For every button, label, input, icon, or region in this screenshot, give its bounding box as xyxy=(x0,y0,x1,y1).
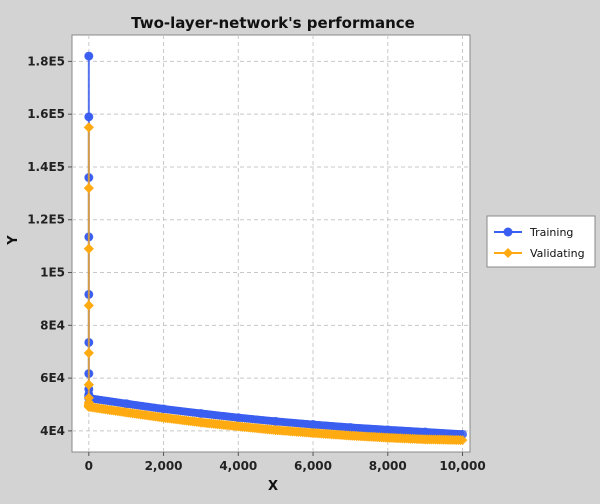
x-tick-label: 2,000 xyxy=(145,459,183,473)
data-point xyxy=(83,379,94,390)
y-tick-label: 1.8E5 xyxy=(27,54,65,68)
x-tick-label: 4,000 xyxy=(219,459,257,473)
data-point xyxy=(271,416,281,426)
data-point xyxy=(158,412,169,423)
data-point xyxy=(83,401,94,412)
y-tick-label: 1.4E5 xyxy=(27,160,65,174)
data-point xyxy=(420,427,430,437)
series-layer xyxy=(83,51,468,446)
chart-title: Two-layer-network's performance xyxy=(131,14,415,32)
y-tick-label: 1E5 xyxy=(40,266,65,280)
data-point xyxy=(83,348,94,359)
axes: 0 2,000 4,000 6,000 8,000 10,000 4E4 6E4 8E4 1E5 1… xyxy=(27,54,485,473)
x-tick-label: 8,000 xyxy=(369,459,407,473)
data-point xyxy=(121,399,131,409)
data-point xyxy=(83,183,94,194)
data-point xyxy=(84,51,94,61)
data-point xyxy=(196,408,206,418)
data-point xyxy=(345,430,356,441)
legend-box xyxy=(486,215,596,268)
y-axis-label: Y xyxy=(6,235,21,246)
data-point xyxy=(457,435,468,446)
legend: Training Validating xyxy=(486,215,596,268)
y-tick-label: 4E4 xyxy=(40,424,65,438)
data-point xyxy=(308,420,318,430)
data-point xyxy=(84,112,94,122)
plot-area xyxy=(71,34,471,453)
data-point xyxy=(83,122,94,133)
legend-marker-training xyxy=(503,227,513,237)
y-tick-label: 8E4 xyxy=(40,318,65,332)
legend-label-training: Training xyxy=(529,226,573,239)
x-tick-label: 0 xyxy=(85,459,93,473)
data-point xyxy=(121,407,132,418)
data-point xyxy=(233,421,244,432)
grid xyxy=(72,35,470,452)
data-point xyxy=(308,427,319,438)
data-point xyxy=(195,417,206,428)
data-point xyxy=(270,425,281,436)
data-point xyxy=(420,434,431,445)
data-point xyxy=(383,425,393,435)
data-point xyxy=(159,404,169,414)
y-tick-label: 1.2E5 xyxy=(27,213,65,227)
legend-label-validating: Validating xyxy=(530,247,585,260)
data-point xyxy=(83,243,94,254)
data-point xyxy=(382,432,393,443)
legend-marker-validating xyxy=(503,248,513,258)
series-validating xyxy=(83,122,468,446)
data-point xyxy=(83,300,94,311)
x-tick-label: 6,000 xyxy=(294,459,332,473)
data-point xyxy=(345,422,355,432)
y-tick-label: 6E4 xyxy=(40,371,65,385)
x-tick-label: 10,000 xyxy=(439,459,485,473)
y-tick-label: 1.6E5 xyxy=(27,107,65,121)
x-axis-label: X xyxy=(268,479,278,494)
data-point xyxy=(233,413,243,423)
